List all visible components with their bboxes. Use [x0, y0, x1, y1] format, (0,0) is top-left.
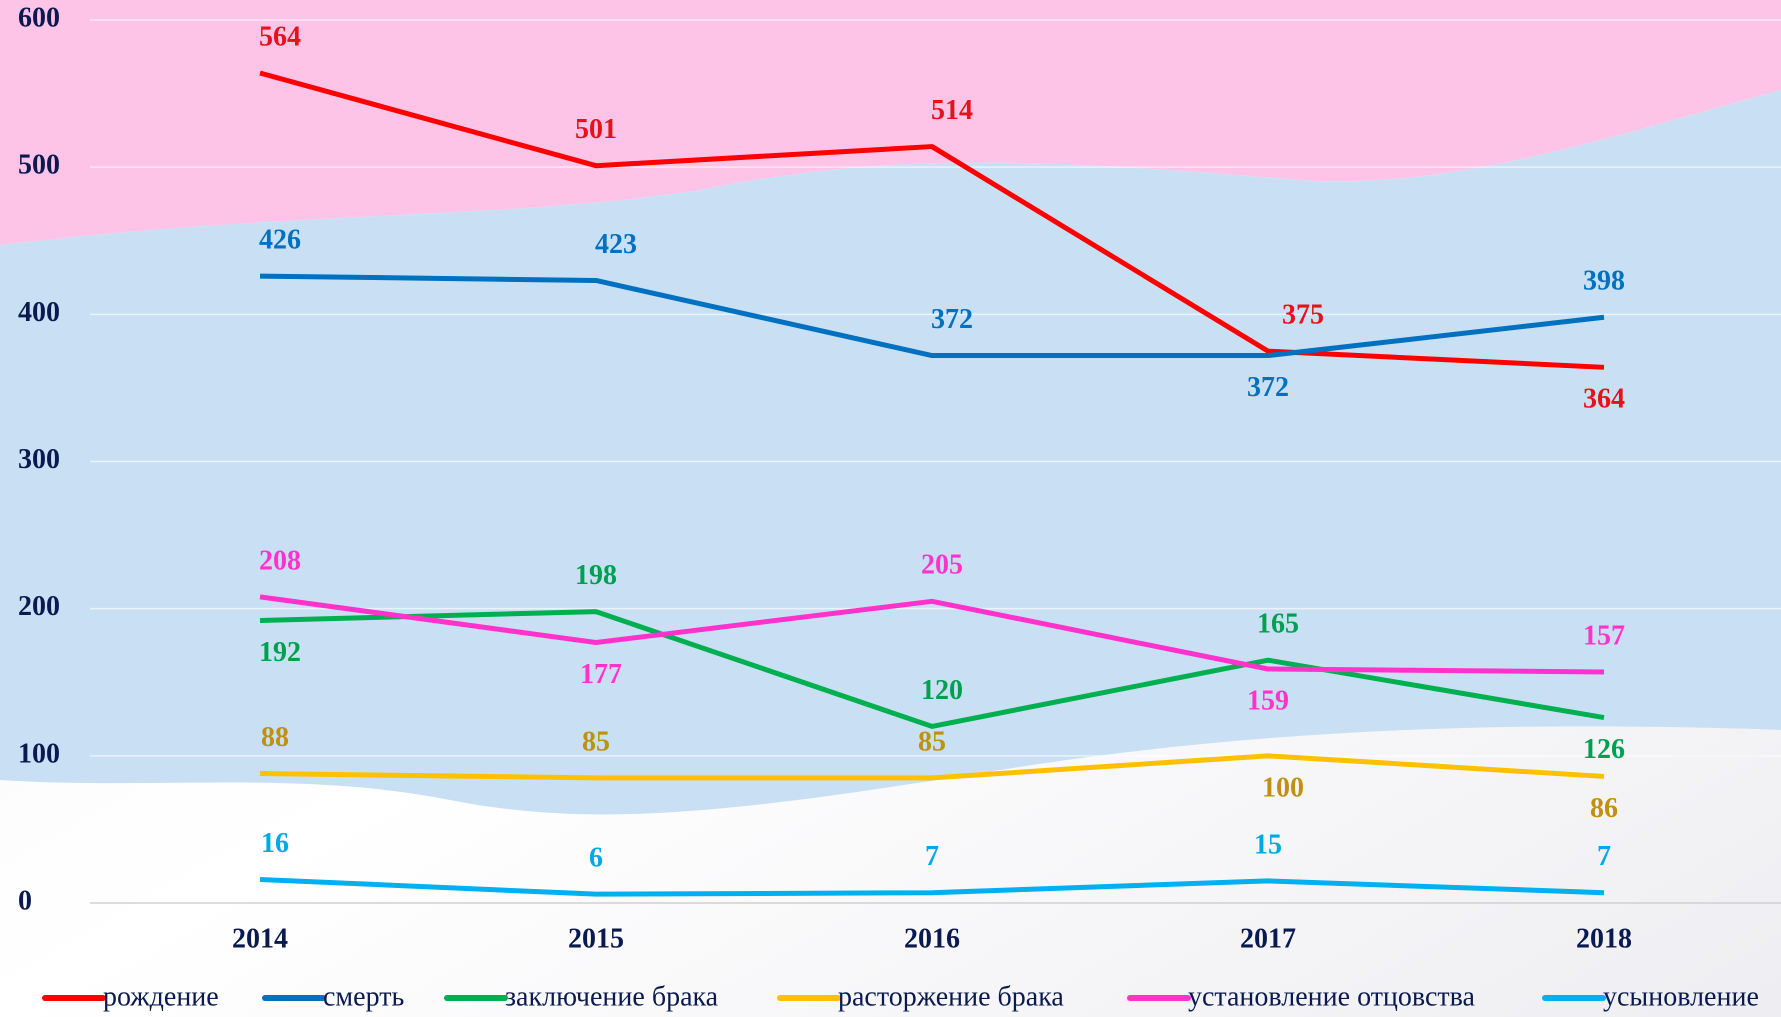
data-label: 375	[1282, 300, 1324, 331]
series-line	[259, 273, 1605, 359]
x-tick-label: 2014	[232, 923, 288, 954]
y-tick-label: 600	[18, 2, 60, 33]
series-line	[259, 609, 1605, 729]
data-label: 7	[1597, 841, 1611, 872]
series-line	[259, 70, 1605, 370]
data-label: 159	[1247, 685, 1289, 716]
y-tick-label: 400	[18, 297, 60, 328]
data-label: 398	[1583, 266, 1625, 297]
legend-label: расторжение брака	[838, 981, 1064, 1012]
data-label: 564	[259, 21, 301, 52]
x-tick-label: 2016	[904, 923, 960, 954]
y-tick-label: 200	[18, 591, 60, 622]
data-label: 372	[1247, 372, 1289, 403]
data-label: 120	[921, 675, 963, 706]
data-label: 126	[1583, 734, 1625, 765]
y-tick-label: 500	[18, 150, 60, 181]
data-label: 501	[575, 114, 617, 145]
data-label: 88	[261, 722, 289, 753]
legend-label: смерть	[323, 981, 404, 1012]
data-label: 6	[589, 843, 603, 874]
data-label: 15	[1254, 829, 1282, 860]
data-label: 514	[931, 95, 973, 126]
data-label: 205	[921, 550, 963, 581]
series-line	[259, 753, 1605, 781]
flag-pink	[0, 0, 1781, 245]
flag-blue	[0, 90, 1781, 815]
data-label: 423	[595, 229, 637, 260]
series-line	[259, 876, 1605, 897]
data-label: 364	[1583, 384, 1625, 415]
data-label: 100	[1262, 772, 1304, 803]
data-label: 85	[918, 726, 946, 757]
data-label: 198	[575, 560, 617, 591]
data-label: 426	[259, 224, 301, 255]
legend-label: усыновление	[1603, 981, 1759, 1012]
x-tick-label: 2018	[1576, 923, 1632, 954]
y-tick-label: 100	[18, 738, 60, 769]
data-label: 7	[925, 841, 939, 872]
y-tick-label: 300	[18, 444, 60, 475]
y-tick-label: 0	[18, 885, 32, 916]
data-label: 16	[261, 828, 289, 859]
legend-label: заключение брака	[505, 981, 719, 1012]
data-label: 165	[1257, 609, 1299, 640]
legend-label: установление отцовства	[1188, 981, 1475, 1012]
data-label: 85	[582, 726, 610, 757]
series-line	[259, 594, 1605, 675]
data-label: 192	[259, 637, 301, 668]
data-label: 177	[580, 659, 622, 690]
data-label: 372	[931, 304, 973, 335]
x-tick-label: 2015	[568, 923, 624, 954]
data-label: 86	[1590, 793, 1618, 824]
x-tick-label: 2017	[1240, 923, 1296, 954]
data-label: 208	[259, 545, 301, 576]
data-label: 157	[1583, 620, 1625, 651]
legend-label: рождение	[103, 981, 219, 1012]
